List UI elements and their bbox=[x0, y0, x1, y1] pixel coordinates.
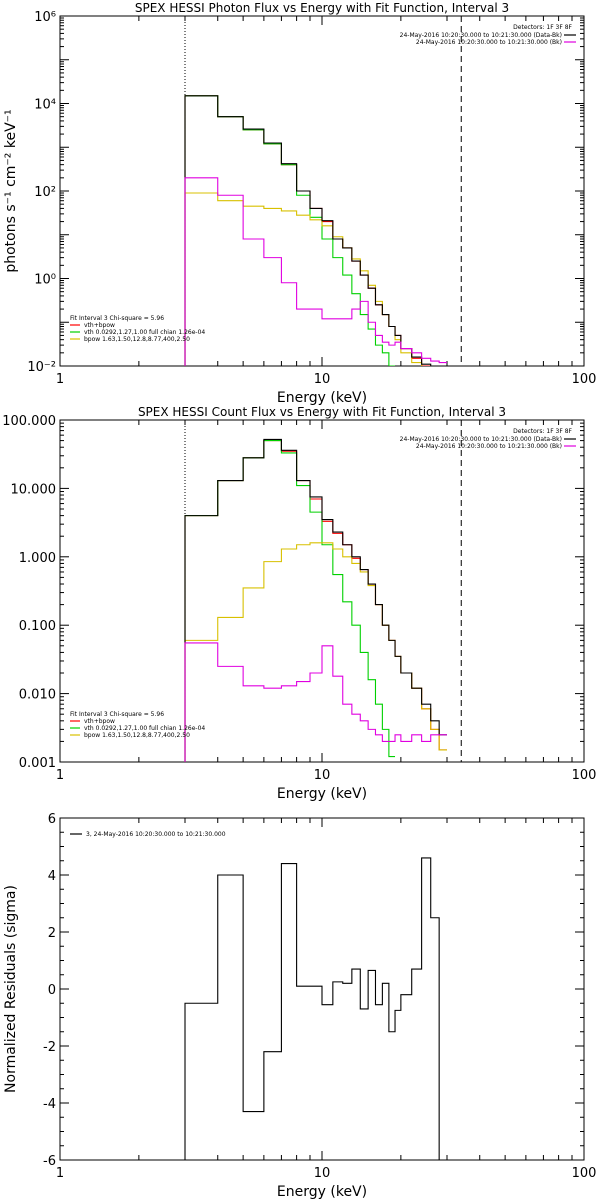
series-vth-bpow bbox=[184, 95, 431, 366]
x-tick-label: 100 bbox=[572, 1166, 597, 1181]
series-vth bbox=[184, 95, 396, 366]
residual-legend-label: 3, 24-May-2016 10:20:30.000 to 10:21:30.… bbox=[86, 831, 226, 838]
series-vth bbox=[184, 440, 396, 762]
x-axis-label: Energy (keV) bbox=[277, 390, 367, 406]
fit-legend-title: Fit Interval 3 Chi-square = 5.96 bbox=[70, 711, 164, 718]
y-tick-label: 0.100 bbox=[19, 619, 56, 634]
y-tick-label: -2 bbox=[43, 1040, 56, 1055]
y-tick-label: 10² bbox=[34, 185, 56, 200]
y-tick-label: 10⁰ bbox=[34, 273, 56, 288]
fit-legend-title: Fit Interval 3 Chi-square = 5.96 bbox=[70, 315, 164, 322]
x-axis-label: Energy (keV) bbox=[277, 786, 367, 802]
series-vth-bpow bbox=[184, 440, 448, 762]
y-tick-label: 0.010 bbox=[19, 688, 56, 703]
x-tick-label: 10 bbox=[314, 1166, 331, 1181]
x-tick-label: 1 bbox=[56, 1166, 64, 1181]
chart-title: SPEX HESSI Photon Flux vs Energy with Fi… bbox=[135, 1, 509, 15]
y-tick-label: 4 bbox=[48, 869, 56, 884]
y-tick-label: 0.001 bbox=[19, 756, 56, 771]
series-bpow bbox=[184, 542, 448, 762]
x-tick-label: 100 bbox=[572, 372, 597, 387]
fit-legend-label: vth+bpow bbox=[84, 322, 115, 329]
y-axis-label: Normalized Residuals (sigma) bbox=[3, 885, 19, 1093]
fit-legend-label: vth+bpow bbox=[84, 718, 115, 725]
detectors-legend-title: Detectors: 1F 3F 8F bbox=[513, 24, 572, 31]
series-background bbox=[184, 642, 448, 762]
chart-title: SPEX HESSI Count Flux vs Energy with Fit… bbox=[138, 405, 506, 419]
series-bpow bbox=[184, 192, 423, 366]
fit-legend-label: vth 0.0292,1.27,1.00 full chian 1.26e-04 bbox=[84, 725, 205, 732]
time-interval-legend-label: 24-May-2016 10:20:30.000 to 10:21:30.000… bbox=[416, 443, 562, 450]
series-background bbox=[184, 177, 448, 366]
y-axis-label: photons s⁻¹ cm⁻² keV⁻¹ bbox=[3, 109, 19, 272]
detectors-legend-title: Detectors: 1F 3F 8F bbox=[513, 428, 572, 435]
fit-legend-label: bpow 1.63,1.50,12.8,8.77,400,2.50 bbox=[84, 732, 190, 739]
y-tick-label: -6 bbox=[43, 1154, 56, 1169]
y-tick-label: 6 bbox=[48, 812, 56, 827]
x-tick-label: 1 bbox=[56, 768, 64, 783]
x-tick-label: 10 bbox=[314, 372, 331, 387]
series-residuals bbox=[184, 857, 440, 1160]
chart-panel-3: 1 10 100 -6 -4 -2 0 2 4 6 Energy (keV) Normalized R… bbox=[3, 812, 596, 1200]
y-tick-label: 10⁻² bbox=[27, 360, 56, 375]
fit-legend-label: bpow 1.63,1.50,12.8,8.77,400,2.50 bbox=[84, 336, 190, 343]
y-tick-label: -4 bbox=[43, 1097, 56, 1112]
y-tick-label: 10.000 bbox=[11, 482, 57, 497]
x-axis-label: Energy (keV) bbox=[277, 1184, 367, 1200]
time-interval-legend-label: 24-May-2016 10:20:30.000 to 10:21:30.000… bbox=[400, 32, 562, 39]
chart-panel-1: SPEX HESSI Photon Flux vs Energy with Fi… bbox=[3, 1, 596, 406]
x-tick-label: 100 bbox=[572, 768, 597, 783]
x-tick-label: 10 bbox=[314, 768, 331, 783]
fit-legend-label: vth 0.0292,1.27,1.00 full chian 1.26e-04 bbox=[84, 329, 205, 336]
y-tick-label: 100.000 bbox=[2, 414, 56, 429]
series-data bbox=[184, 95, 448, 366]
y-tick-label: 10⁶ bbox=[34, 10, 56, 25]
y-tick-label: 1.000 bbox=[19, 551, 56, 566]
y-tick-label: 0 bbox=[48, 983, 56, 998]
time-interval-legend-label: 24-May-2016 10:20:30.000 to 10:21:30.000… bbox=[400, 436, 562, 443]
series-data bbox=[184, 438, 448, 762]
time-interval-legend-label: 24-May-2016 10:20:30.000 to 10:21:30.000… bbox=[416, 39, 562, 46]
x-tick-label: 1 bbox=[56, 372, 64, 387]
y-tick-label: 2 bbox=[48, 926, 56, 941]
y-tick-label: 10⁴ bbox=[34, 98, 56, 113]
chart-panel-2: SPEX HESSI Count Flux vs Energy with Fit… bbox=[2, 405, 596, 802]
